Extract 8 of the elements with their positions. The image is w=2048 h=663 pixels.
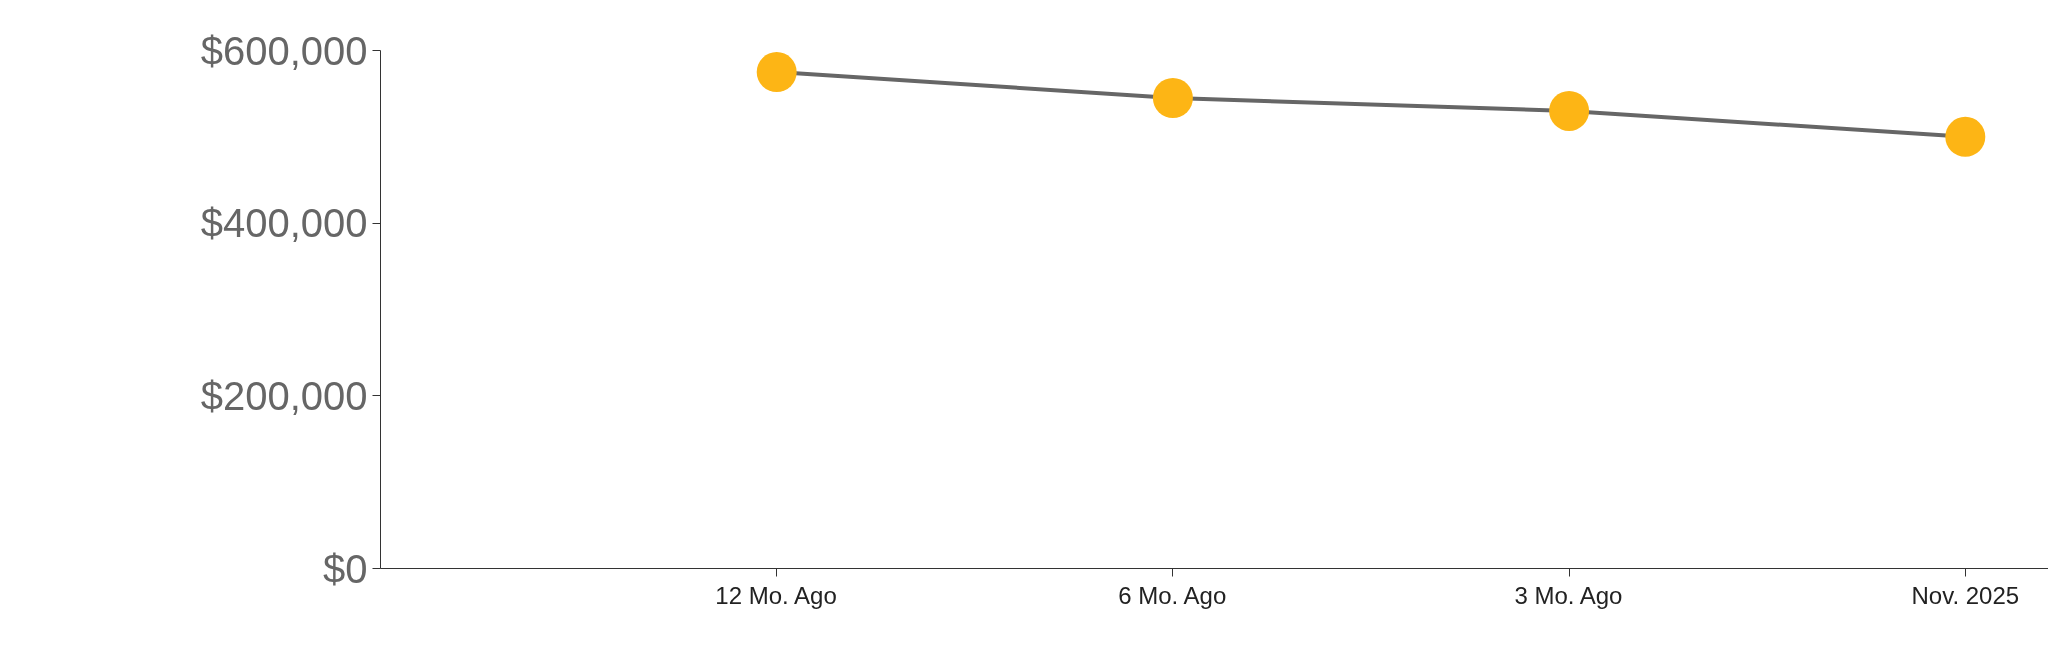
y-tick-label: $200,000 (200, 373, 368, 418)
y-tick-label: $600,000 (200, 28, 368, 73)
x-tick-label: Nov. 2025 (1911, 581, 2020, 609)
x-tick-label: 6 Mo. Ago (1118, 581, 1227, 609)
y-tick-label: $0 (323, 546, 368, 591)
x-tick-label: 12 Mo. Ago (715, 581, 837, 609)
y-tick-label: $400,000 (200, 201, 368, 246)
x-tick-label: 3 Mo. Ago (1514, 581, 1623, 609)
